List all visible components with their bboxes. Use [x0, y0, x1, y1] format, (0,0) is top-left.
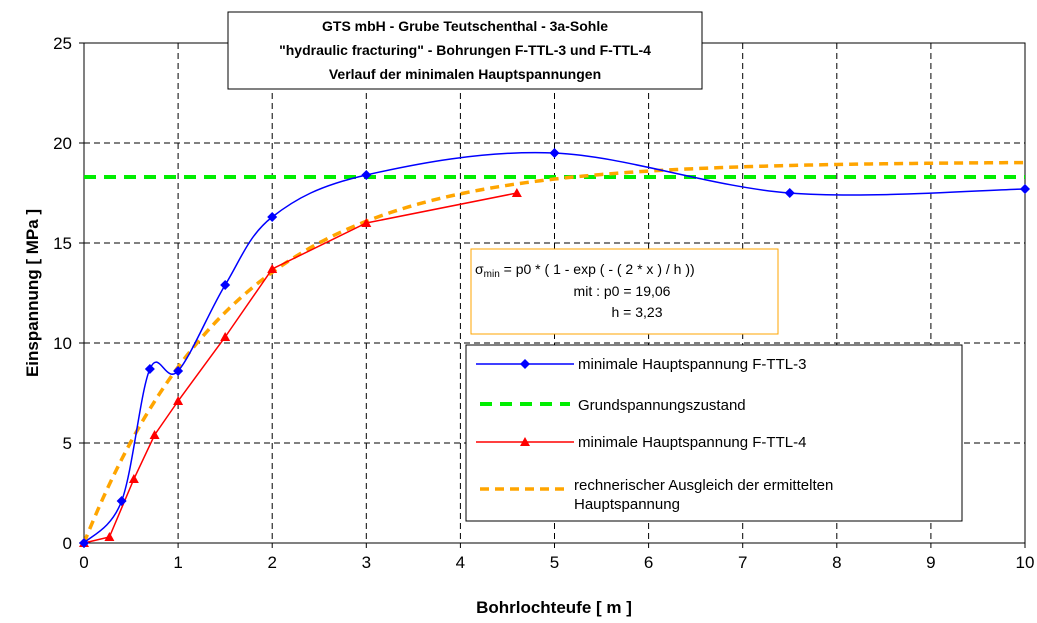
x-tick-label-1: 1: [173, 553, 182, 572]
data-point-f-ttl-3: [267, 212, 278, 222]
legend-label-f-ttl-4: minimale Hauptspannung F-TTL-4: [578, 434, 806, 451]
data-point-f-ttl-3: [361, 170, 372, 180]
chart-title-line-3: Verlauf der minimalen Hauptspannungen: [329, 66, 601, 82]
formula-annotation-box: σmin = p0 * ( 1 - exp ( - ( 2 * x ) / h …: [470, 248, 779, 335]
data-point-f-ttl-3: [173, 366, 184, 376]
chart-title-box: GTS mbH - Grube Teutschenthal - 3a-Sohle…: [227, 11, 703, 90]
series-layer: [79, 148, 1030, 548]
y-tick-label-15: 15: [53, 234, 72, 253]
series-line-ausgleich: [82, 160, 1026, 544]
x-tick-label-0: 0: [79, 553, 88, 572]
x-tick-label-8: 8: [832, 553, 841, 572]
data-point-f-ttl-3: [116, 496, 127, 506]
legend-label-ausgleich: rechnerischer Ausgleich der ermittelten …: [574, 477, 834, 513]
y-tick-label-10: 10: [53, 334, 72, 353]
data-point-f-ttl-4: [267, 264, 278, 273]
data-point-f-ttl-4: [149, 430, 160, 439]
x-tick-label-9: 9: [926, 553, 935, 572]
data-point-f-ttl-3: [549, 148, 560, 158]
y-tick-label-5: 5: [63, 434, 72, 453]
formula-line-1: σmin = p0 * ( 1 - exp ( - ( 2 * x ) / h …: [475, 261, 695, 280]
x-tick-label-7: 7: [738, 553, 747, 572]
data-point-f-ttl-4: [511, 188, 522, 197]
data-point-f-ttl-4: [361, 218, 372, 227]
formula-subscript: min: [484, 269, 500, 280]
y-tick-label-25: 25: [53, 34, 72, 53]
x-tick-label-4: 4: [456, 553, 465, 572]
y-tick-label-20: 20: [53, 134, 72, 153]
legend: minimale Hauptspannung F-TTL-3 Grundspan…: [465, 344, 963, 522]
legend-label-grundspannung: Grundspannungszustand: [578, 397, 746, 414]
data-point-f-ttl-4: [220, 332, 231, 341]
formula-line-2: mit : p0 = 19,06: [574, 283, 671, 299]
y-axis-title: Einspannung [ MPa ]: [23, 209, 42, 377]
x-tick-label-10: 10: [1016, 553, 1035, 572]
data-point-f-ttl-3: [144, 364, 155, 374]
legend-marker-f-ttl-4: [520, 437, 530, 446]
formula-expression: = p0 * ( 1 - exp ( - ( 2 * x ) / h )): [500, 261, 695, 277]
x-tick-label-2: 2: [267, 553, 276, 572]
ticks-layer: 0 1 2 3 4 5 6 7 8 9 10 0 5 10 15 20 25: [53, 34, 1034, 572]
chart-title-line-2: "hydraulic fracturing" - Bohrungen F-TTL…: [279, 42, 651, 58]
legend-label-ausgleich-wrap: rechnerischer Ausgleich der ermittelten …: [574, 477, 834, 513]
x-tick-label-6: 6: [644, 553, 653, 572]
series-line-f-ttl-3: [83, 151, 1026, 544]
x-axis-title: Bohrlochteufe [ m ]: [476, 598, 632, 617]
legend-label-f-ttl-3: minimale Hauptspannung F-TTL-3: [578, 356, 806, 373]
legend-marker-f-ttl-3: [520, 359, 530, 369]
formula-sigma: σ: [475, 261, 484, 277]
data-point-f-ttl-3: [79, 538, 89, 548]
formula-line-3: h = 3,23: [612, 304, 663, 320]
data-point-f-ttl-4: [104, 532, 115, 541]
data-point-f-ttl-4: [128, 474, 139, 483]
x-tick-label-5: 5: [550, 553, 559, 572]
legend-box: [465, 344, 963, 522]
y-tick-label-0: 0: [63, 534, 72, 553]
data-point-f-ttl-3: [220, 280, 231, 290]
legend-swatches: [476, 359, 574, 491]
data-point-f-ttl-3: [1020, 184, 1030, 194]
data-point-f-ttl-4: [173, 396, 184, 405]
chart-title-line-1: GTS mbH - Grube Teutschenthal - 3a-Sohle: [322, 18, 608, 34]
x-tick-label-3: 3: [362, 553, 371, 572]
data-point-f-ttl-3: [784, 188, 795, 198]
